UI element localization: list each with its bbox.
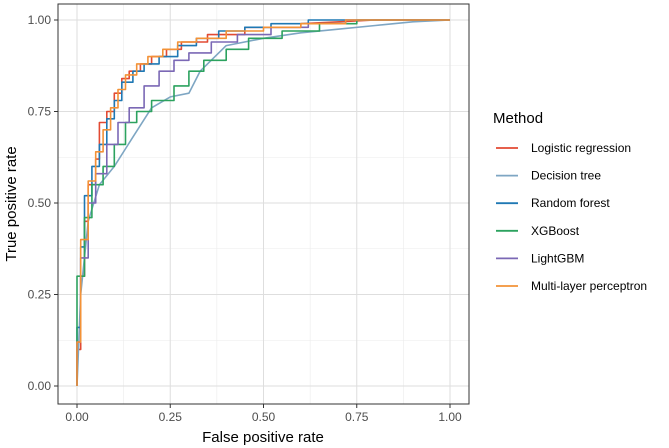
series-lines xyxy=(76,19,451,387)
legend-label-multi-layer-perceptron: Multi-layer perceptron xyxy=(531,279,647,293)
grid-major xyxy=(58,4,469,404)
legend-label-decision-tree: Decision tree xyxy=(531,169,601,183)
legend: Method Logistic regression Decision tree R… xyxy=(493,110,647,293)
y-tick-label: 0.25 xyxy=(28,288,52,302)
x-tick-label: 0.00 xyxy=(65,410,89,424)
y-axis-title: True positive rate xyxy=(3,146,20,261)
x-tick-label: 0.25 xyxy=(159,410,183,424)
legend-label-lightgbm: LightGBM xyxy=(531,251,584,265)
y-tick-label: 0.75 xyxy=(28,105,52,119)
legend-title: Method xyxy=(493,110,543,127)
series-line-multi-layer-perceptron xyxy=(76,19,450,386)
legend-label-xgboost: XGBoost xyxy=(531,224,580,238)
legend-items: Logistic regression Decision tree Random f… xyxy=(496,141,647,293)
x-tick-label: 0.75 xyxy=(345,410,369,424)
x-tick-labels: 0.00 0.25 0.50 0.75 1.00 xyxy=(65,410,462,424)
y-tick-label: 0.50 xyxy=(28,196,52,210)
axis-ticks xyxy=(54,19,451,408)
y-tick-label: 1.00 xyxy=(28,13,52,27)
legend-label-random-forest: Random forest xyxy=(531,196,610,210)
x-tick-label: 1.00 xyxy=(438,410,462,424)
y-tick-label: 0.00 xyxy=(28,379,52,393)
x-axis-title: False positive rate xyxy=(202,429,324,446)
y-tick-labels: 0.00 0.25 0.50 0.75 1.00 xyxy=(28,13,52,393)
series-line-lightgbm xyxy=(76,19,450,386)
x-tick-label: 0.50 xyxy=(252,410,276,424)
legend-label-logistic-regression: Logistic regression xyxy=(531,141,631,155)
series-line-random-forest xyxy=(76,19,450,386)
